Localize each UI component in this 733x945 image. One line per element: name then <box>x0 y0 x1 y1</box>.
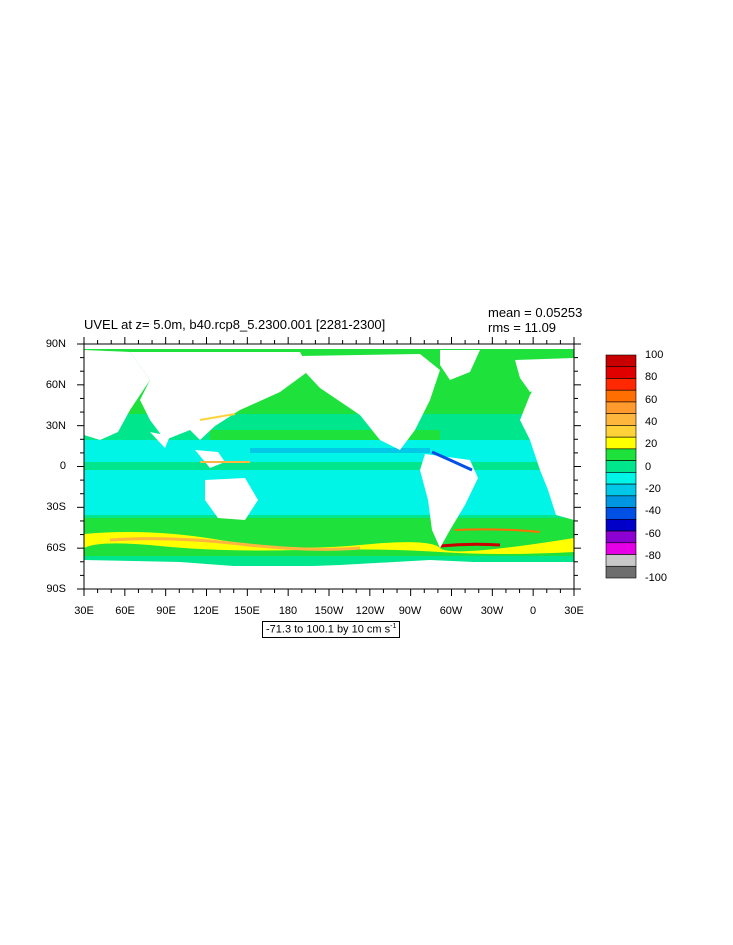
unit-exponent: -1 <box>390 623 397 630</box>
y-tick-label: 90S <box>46 583 66 595</box>
x-tick-label: 90E <box>156 605 176 617</box>
colorbar-label: -100 <box>645 572 668 584</box>
axis-ticks <box>77 337 581 596</box>
y-tick-label: 60N <box>45 379 66 391</box>
colorbar-label: -40 <box>645 505 661 517</box>
colorbar-swatch <box>605 554 637 567</box>
colorbar-swatch <box>605 542 637 555</box>
colorbar <box>605 354 637 579</box>
colorbar-label: 100 <box>645 349 664 361</box>
y-tick-label: 90N <box>45 338 66 350</box>
colorbar-label: 40 <box>645 416 658 428</box>
colorbar-swatch <box>605 354 637 368</box>
colorbar-swatch <box>605 366 637 379</box>
colorbar-label: -60 <box>645 528 661 540</box>
colorbar-swatch <box>605 413 637 426</box>
x-tick-label: 120E <box>193 605 219 617</box>
contour-range-note: -71.3 to 100.1 by 10 cm s-1 <box>262 621 401 638</box>
colorbar-swatch <box>605 436 637 450</box>
colorbar-swatch <box>605 519 637 532</box>
colorbar-swatch <box>605 401 637 414</box>
colorbar-swatch <box>605 530 637 544</box>
colorbar-label: -20 <box>645 483 661 495</box>
x-tick-label: 30W <box>480 605 504 617</box>
x-tick-label: 180 <box>278 605 298 617</box>
y-tick-label: 60S <box>46 542 66 554</box>
y-tick-label: 30N <box>45 420 66 432</box>
colorbar-swatch <box>605 460 637 473</box>
colorbar-label: 60 <box>645 394 658 406</box>
colorbar-label: 80 <box>645 371 658 383</box>
colorbar-label: -80 <box>645 550 661 562</box>
y-tick-label: 0 <box>59 460 66 472</box>
colorbar-swatch <box>605 472 637 485</box>
ocean-velocity-field <box>84 344 574 589</box>
colorbar-swatch <box>605 389 637 403</box>
plot-title: UVEL at z= 5.0m, b40.rcp8_5.2300.001 [22… <box>84 317 386 332</box>
x-tick-label: 120W <box>355 605 385 617</box>
x-tick-label: 30E <box>564 605 584 617</box>
colorbar-swatch <box>605 425 637 438</box>
contour-range-text: -71.3 to 100.1 by 10 cm s <box>266 623 391 636</box>
x-tick-label: 150W <box>314 605 344 617</box>
x-tick-label: 60E <box>115 605 135 617</box>
x-tick-label: 90W <box>398 605 422 617</box>
x-tick-label: 30E <box>74 605 94 617</box>
colorbar-swatch <box>605 483 637 497</box>
colorbar-swatch <box>605 507 637 520</box>
colorbar-swatch <box>605 565 637 579</box>
y-tick-label: 30S <box>46 501 66 513</box>
colorbar-label: 0 <box>645 461 652 473</box>
rms-stat: rms = 11.09 <box>488 320 557 335</box>
x-tick-label: 150E <box>234 605 260 617</box>
colorbar-swatch <box>605 495 637 508</box>
x-tick-label: 0 <box>529 605 537 617</box>
colorbar-swatch <box>605 448 637 461</box>
x-tick-label: 60W <box>439 605 463 617</box>
colorbar-swatch <box>605 378 637 391</box>
mean-stat: mean = 0.05253 <box>488 305 583 320</box>
colorbar-label: 20 <box>645 438 658 450</box>
